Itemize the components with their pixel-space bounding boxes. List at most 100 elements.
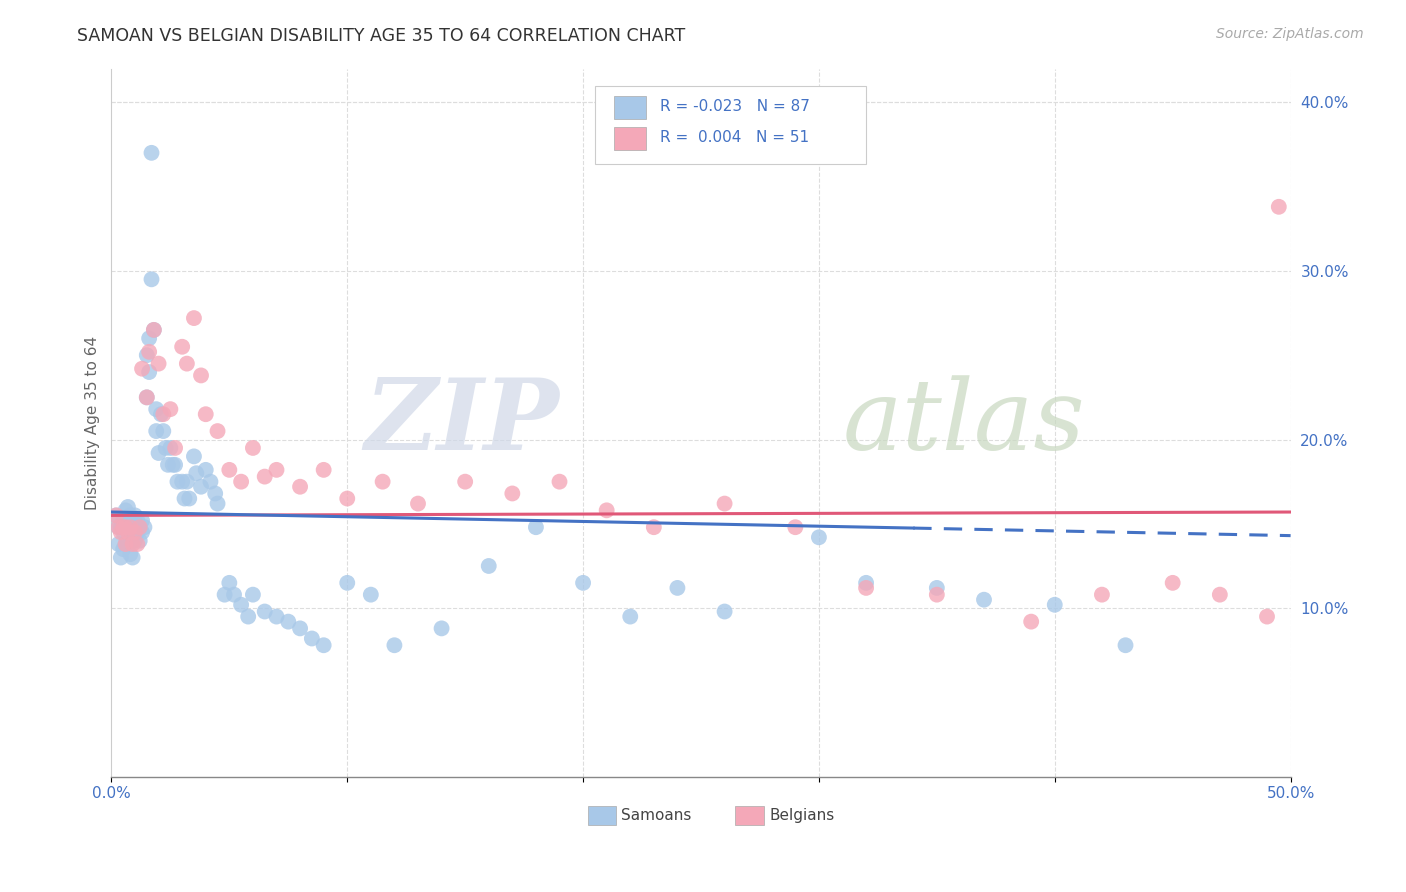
Y-axis label: Disability Age 35 to 64: Disability Age 35 to 64 [86, 335, 100, 509]
Point [190, 480, 212, 494]
Point [127, 537, 149, 551]
Point [277, 615, 299, 629]
Point [253, 605, 276, 619]
Point [141, 272, 163, 286]
Point [807, 530, 830, 544]
Point [114, 520, 136, 534]
Point [112, 520, 135, 534]
Point [105, 508, 128, 523]
Point [194, 463, 217, 477]
Point [454, 475, 477, 489]
Point [120, 508, 142, 523]
Point [138, 365, 160, 379]
Point [713, 497, 735, 511]
Point [152, 424, 174, 438]
Point [336, 491, 359, 506]
FancyBboxPatch shape [735, 805, 763, 825]
Point [172, 475, 194, 489]
Point [110, 550, 132, 565]
Point [619, 609, 641, 624]
Point [176, 357, 198, 371]
Point [218, 463, 240, 477]
Point [855, 575, 877, 590]
Point [371, 475, 394, 489]
Point [145, 424, 167, 438]
Point [120, 520, 142, 534]
Point [666, 581, 689, 595]
Point [172, 340, 194, 354]
Point [288, 621, 311, 635]
Point [114, 503, 136, 517]
Point [114, 520, 136, 534]
Point [110, 520, 132, 534]
Point [117, 533, 139, 548]
Point [135, 390, 157, 404]
Point [159, 402, 181, 417]
FancyBboxPatch shape [588, 805, 616, 825]
Point [173, 491, 195, 506]
Point [121, 537, 143, 551]
Point [713, 605, 735, 619]
Point [138, 344, 160, 359]
Point [288, 480, 311, 494]
Point [120, 520, 142, 534]
FancyBboxPatch shape [614, 96, 645, 119]
Point [204, 486, 226, 500]
Point [135, 348, 157, 362]
Point [312, 638, 335, 652]
Point [107, 520, 129, 534]
Text: R = -0.023   N = 87: R = -0.023 N = 87 [659, 99, 810, 114]
Point [384, 638, 406, 652]
Point [105, 508, 128, 523]
Point [148, 446, 170, 460]
Point [1209, 588, 1232, 602]
Text: Belgians: Belgians [769, 808, 835, 823]
Text: R =  0.004   N = 51: R = 0.004 N = 51 [659, 130, 808, 145]
Point [406, 497, 429, 511]
Text: Source: ZipAtlas.com: Source: ZipAtlas.com [1216, 27, 1364, 41]
Point [478, 559, 501, 574]
Point [207, 497, 229, 511]
Text: atlas: atlas [842, 375, 1085, 470]
Text: Samoans: Samoans [621, 808, 692, 823]
Point [124, 533, 146, 548]
Point [200, 475, 222, 489]
Point [1019, 615, 1042, 629]
Point [124, 520, 146, 534]
Point [128, 533, 150, 548]
Point [134, 520, 156, 534]
Point [155, 441, 177, 455]
FancyBboxPatch shape [595, 87, 866, 164]
Point [190, 368, 212, 383]
Point [117, 516, 139, 531]
Point [524, 520, 547, 534]
Point [266, 609, 288, 624]
Point [142, 323, 165, 337]
Point [925, 581, 948, 595]
Point [229, 475, 252, 489]
Point [156, 458, 179, 472]
Point [165, 458, 187, 472]
Point [1161, 575, 1184, 590]
Point [117, 500, 139, 514]
Point [312, 463, 335, 477]
Point [114, 537, 136, 551]
Point [117, 525, 139, 540]
Point [785, 520, 807, 534]
Text: SAMOAN VS BELGIAN DISABILITY AGE 35 TO 64 CORRELATION CHART: SAMOAN VS BELGIAN DISABILITY AGE 35 TO 6… [77, 27, 686, 45]
Point [214, 588, 236, 602]
Point [360, 588, 382, 602]
Point [165, 441, 187, 455]
Point [131, 361, 153, 376]
Point [131, 513, 153, 527]
Point [149, 407, 172, 421]
Point [301, 632, 323, 646]
Point [152, 407, 174, 421]
Point [242, 441, 264, 455]
Point [120, 547, 142, 561]
Point [925, 588, 948, 602]
Point [183, 450, 205, 464]
Point [107, 537, 129, 551]
Point [336, 575, 359, 590]
Point [131, 525, 153, 540]
